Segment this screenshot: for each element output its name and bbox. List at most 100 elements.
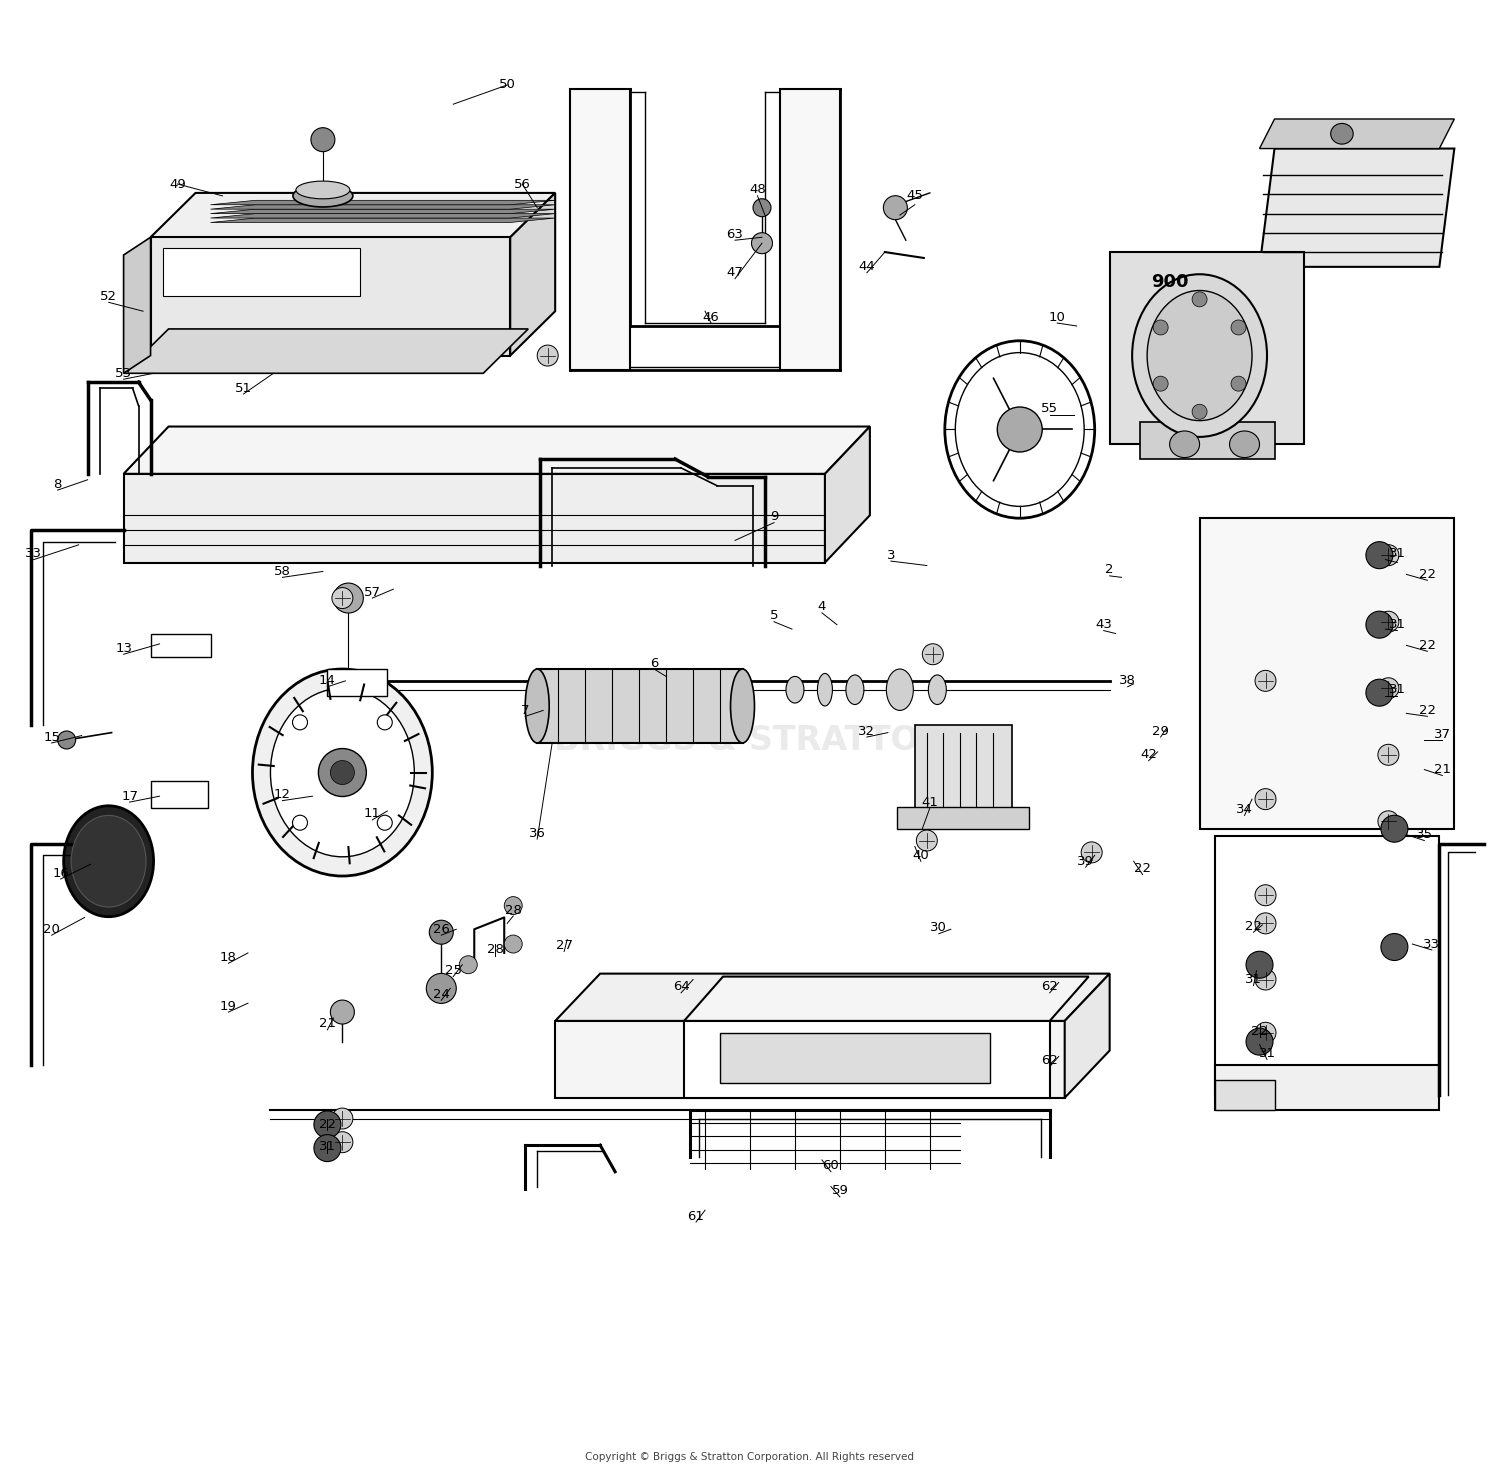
Circle shape: [1246, 1029, 1274, 1055]
Circle shape: [998, 407, 1042, 451]
Text: 57: 57: [364, 586, 381, 598]
Circle shape: [1232, 376, 1246, 391]
Text: 16: 16: [53, 867, 69, 879]
Text: 22: 22: [1251, 1024, 1268, 1037]
Circle shape: [1256, 1023, 1276, 1043]
Polygon shape: [150, 781, 207, 808]
Polygon shape: [210, 204, 555, 209]
Ellipse shape: [928, 675, 946, 704]
Text: 61: 61: [687, 1209, 705, 1222]
Circle shape: [537, 345, 558, 366]
Circle shape: [1256, 789, 1276, 810]
Ellipse shape: [1148, 290, 1252, 420]
Text: 27: 27: [555, 938, 573, 952]
Text: 22: 22: [1419, 704, 1436, 716]
Text: 34: 34: [1236, 804, 1252, 815]
Polygon shape: [123, 474, 825, 562]
Text: 22: 22: [1419, 639, 1436, 651]
Polygon shape: [210, 200, 555, 204]
Text: 29: 29: [1152, 725, 1168, 737]
Ellipse shape: [252, 669, 432, 876]
Polygon shape: [162, 247, 360, 296]
Circle shape: [333, 583, 363, 613]
Polygon shape: [780, 89, 840, 370]
Circle shape: [330, 1000, 354, 1024]
Text: 39: 39: [1077, 855, 1094, 867]
Ellipse shape: [63, 805, 153, 916]
Polygon shape: [1215, 1080, 1275, 1110]
Text: 7: 7: [520, 704, 530, 716]
Circle shape: [1082, 842, 1102, 863]
Circle shape: [332, 1109, 352, 1129]
Text: 19: 19: [220, 999, 237, 1012]
Text: 47: 47: [726, 266, 744, 280]
Polygon shape: [897, 807, 1029, 829]
Text: 31: 31: [1258, 1046, 1275, 1060]
Ellipse shape: [730, 669, 754, 743]
Text: 22: 22: [320, 1117, 336, 1131]
Circle shape: [1192, 292, 1208, 306]
Ellipse shape: [70, 815, 146, 907]
Text: 31: 31: [1389, 548, 1406, 561]
Text: 33: 33: [1424, 937, 1440, 950]
Polygon shape: [1110, 252, 1305, 444]
Circle shape: [752, 232, 772, 253]
Text: 48: 48: [748, 184, 766, 197]
Polygon shape: [210, 209, 555, 213]
Text: 22: 22: [1134, 863, 1150, 875]
Circle shape: [1378, 811, 1400, 832]
Ellipse shape: [270, 688, 414, 857]
Ellipse shape: [1170, 431, 1200, 457]
Polygon shape: [123, 426, 870, 474]
Text: 3: 3: [886, 549, 896, 562]
Text: 45: 45: [906, 189, 924, 203]
Text: Copyright © Briggs & Stratton Corporation. All Rights reserved: Copyright © Briggs & Stratton Corporatio…: [585, 1452, 915, 1462]
Circle shape: [378, 715, 393, 730]
Circle shape: [314, 1111, 340, 1138]
Circle shape: [314, 1135, 340, 1162]
Polygon shape: [825, 426, 870, 562]
Circle shape: [310, 127, 334, 151]
Text: 37: 37: [1434, 728, 1450, 740]
Circle shape: [1192, 404, 1208, 419]
Circle shape: [57, 731, 75, 749]
Polygon shape: [123, 329, 528, 373]
Text: 28: 28: [488, 943, 504, 956]
Text: 60: 60: [822, 1159, 840, 1172]
Text: 13: 13: [116, 642, 132, 654]
Circle shape: [1154, 320, 1168, 334]
Text: 6: 6: [650, 657, 658, 669]
Text: 56: 56: [514, 178, 531, 191]
Text: 5: 5: [770, 610, 778, 622]
Polygon shape: [555, 974, 1110, 1021]
Circle shape: [1256, 913, 1276, 934]
Circle shape: [1378, 678, 1400, 699]
Polygon shape: [510, 192, 555, 355]
Text: 28: 28: [506, 904, 522, 916]
Text: 59: 59: [831, 1184, 849, 1197]
Text: 14: 14: [320, 675, 336, 687]
Text: 46: 46: [702, 311, 720, 324]
Circle shape: [504, 897, 522, 915]
Polygon shape: [555, 1021, 1065, 1098]
Polygon shape: [150, 192, 555, 237]
Text: 36: 36: [530, 827, 546, 839]
Polygon shape: [1215, 1066, 1440, 1110]
Polygon shape: [1260, 118, 1455, 148]
Text: 21: 21: [1434, 764, 1450, 776]
Polygon shape: [1215, 836, 1440, 1095]
Ellipse shape: [956, 352, 1084, 506]
Text: 8: 8: [54, 478, 62, 491]
Text: 2: 2: [1106, 564, 1114, 576]
Polygon shape: [1065, 974, 1110, 1098]
Polygon shape: [570, 89, 630, 370]
Circle shape: [1256, 885, 1276, 906]
Text: 41: 41: [921, 796, 939, 808]
Text: 22: 22: [1245, 919, 1262, 932]
Polygon shape: [150, 633, 210, 657]
Text: 4: 4: [818, 601, 827, 613]
Circle shape: [753, 198, 771, 216]
Circle shape: [1232, 320, 1246, 334]
Polygon shape: [150, 237, 510, 355]
Ellipse shape: [296, 181, 350, 198]
